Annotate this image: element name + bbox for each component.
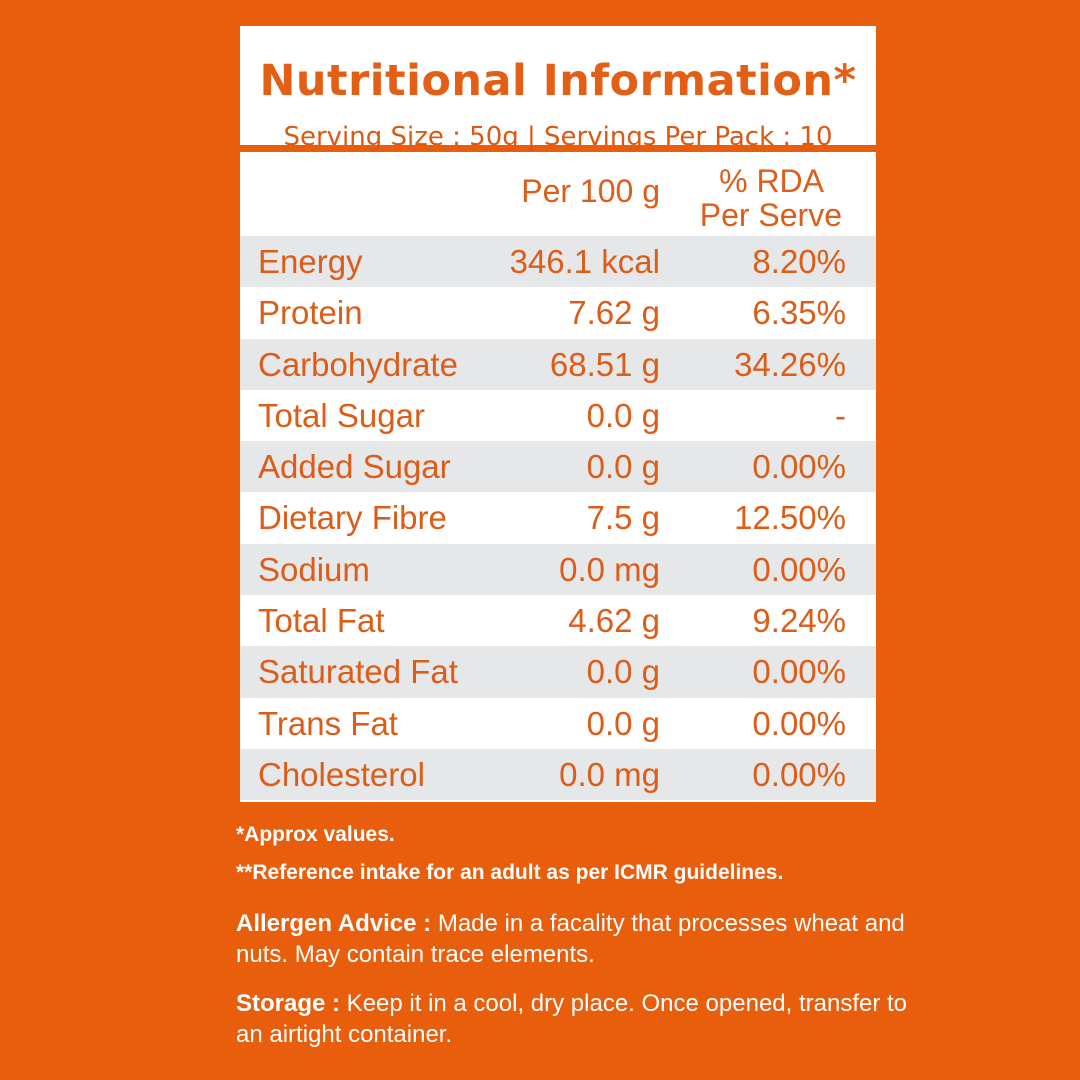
nutrient-rda: 0.00% <box>752 704 846 742</box>
nutrient-value: 0.0 g <box>586 704 660 742</box>
table-row: Dietary Fibre 7.5 g 12.50% <box>240 492 876 544</box>
nutrient-value: 0.0 g <box>586 653 660 691</box>
nutrient-value: 7.62 g <box>568 294 660 332</box>
nutrient-rda: 6.35% <box>752 294 846 332</box>
table-row: Total Fat 4.62 g 9.24% <box>240 595 876 647</box>
nutrient-value: 68.51 g <box>549 345 660 383</box>
nutrient-rda: 0.00% <box>752 448 846 486</box>
nutrient-name: Protein <box>258 294 363 332</box>
column-header-per-100g: Per 100 g <box>521 173 660 209</box>
table-row: Total Sugar 0.0 g - <box>240 389 876 442</box>
nutrient-name: Total Sugar <box>258 396 425 434</box>
table-row: Energy 346.1 kcal 8.20% <box>240 236 876 288</box>
nutrient-value: 0.0 mg <box>559 755 660 793</box>
nutrition-header: Nutritional Information* Serving Size : … <box>240 26 876 152</box>
storage-advice: Storage : Keep it in a cool, dry place. … <box>236 988 926 1050</box>
allergen-advice: Allergen Advice : Made in a facality tha… <box>236 908 926 970</box>
table-row: Sodium 0.0 mg 0.00% <box>240 543 876 596</box>
nutrient-name: Carbohydrate <box>258 345 458 383</box>
nutrient-value: 0.0 g <box>586 448 660 486</box>
table-row: Added Sugar 0.0 g 0.00% <box>240 441 876 493</box>
column-header-per-serve: Per Serve <box>699 197 842 233</box>
nutrient-rda: 9.24% <box>752 602 846 640</box>
nutrition-table: Per 100 g % RDA Per Serve Energy 346.1 k… <box>240 152 876 802</box>
nutrient-rda: - <box>835 396 846 434</box>
reference-note: **Reference intake for an adult as per I… <box>236 861 784 884</box>
approx-note: *Approx values. <box>236 823 395 846</box>
table-row: Carbohydrate 68.51 g 34.26% <box>240 338 876 390</box>
serving-info: Serving Size : 50g | Servings Per Pack :… <box>283 122 833 152</box>
nutrient-value: 0.0 mg <box>559 550 660 588</box>
table-row: Protein 7.62 g 6.35% <box>240 287 876 339</box>
nutrient-name: Total Fat <box>258 602 385 640</box>
nutrient-value: 346.1 kcal <box>509 243 660 280</box>
nutrient-name: Saturated Fat <box>258 653 458 691</box>
table-header: Per 100 g % RDA Per Serve <box>240 152 876 236</box>
nutrient-rda: 34.26% <box>734 345 846 383</box>
table-body: Energy 346.1 kcal 8.20% Protein 7.62 g 6… <box>240 236 876 801</box>
nutrient-rda: 8.20% <box>752 243 846 280</box>
table-row: Cholesterol 0.0 mg 0.00% <box>240 748 876 801</box>
allergen-text: Made in a facality that processes wheat … <box>236 910 905 968</box>
storage-text: Keep it in a cool, dry place. Once opene… <box>236 990 908 1048</box>
nutrient-value: 4.62 g <box>568 602 660 640</box>
column-header-rda: % RDA <box>719 163 824 199</box>
nutrient-name: Dietary Fibre <box>258 499 447 537</box>
nutrient-name: Added Sugar <box>258 448 451 486</box>
nutrient-rda: 0.00% <box>752 755 846 793</box>
nutrient-rda: 0.00% <box>752 550 846 588</box>
allergen-label: Allergen Advice : <box>236 910 432 937</box>
nutrient-name: Energy <box>258 243 363 280</box>
storage-label: Storage : <box>236 990 341 1017</box>
nutrient-value: 7.5 g <box>586 499 660 537</box>
page-title: Nutritional Information* <box>259 56 857 106</box>
table-row: Trans Fat 0.0 g 0.00% <box>240 697 876 749</box>
nutrient-rda: 12.50% <box>734 499 846 537</box>
nutrient-name: Cholesterol <box>258 755 425 793</box>
table-row: Saturated Fat 0.0 g 0.00% <box>240 646 876 698</box>
nutrient-value: 0.0 g <box>586 396 660 434</box>
nutrient-rda: 0.00% <box>752 653 846 691</box>
nutrient-name: Sodium <box>258 550 370 588</box>
nutrient-name: Trans Fat <box>258 704 398 742</box>
